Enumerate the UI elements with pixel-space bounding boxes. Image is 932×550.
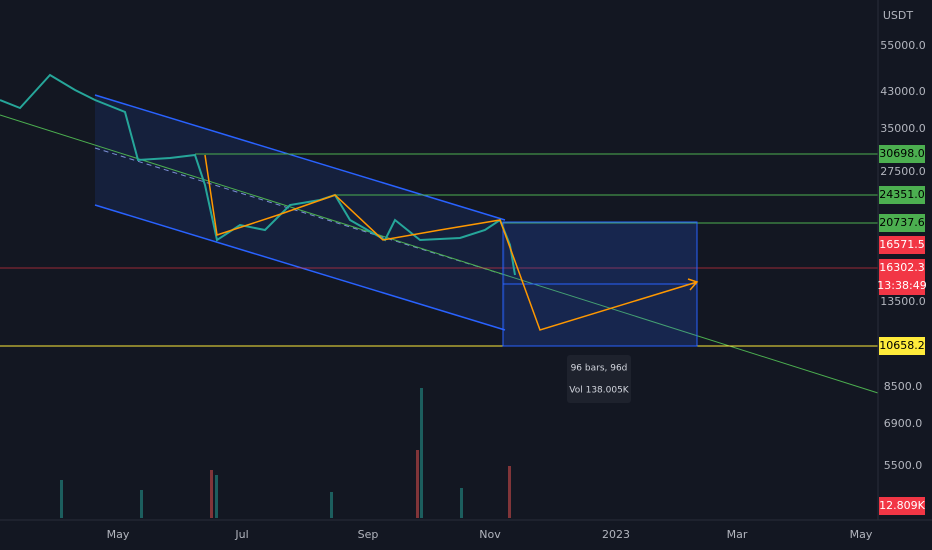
tag-bg xyxy=(879,145,925,163)
tooltip-volume: Vol 138.005K xyxy=(569,386,630,396)
tooltip-range: 96 bars, 96d xyxy=(571,364,628,374)
tag-bg xyxy=(879,214,925,232)
price-path xyxy=(0,73,516,276)
price-label: 35000.0 xyxy=(880,122,926,135)
volume-bar xyxy=(460,488,463,518)
trend-line xyxy=(0,114,879,394)
time-label: Jul xyxy=(234,528,248,541)
volume-bar xyxy=(416,450,419,518)
price-label: 43000.0 xyxy=(880,85,926,98)
time-label: Mar xyxy=(727,528,748,541)
time-label: 2023 xyxy=(602,528,630,541)
currency: USDT xyxy=(883,9,914,22)
price-label: 27500.0 xyxy=(880,165,926,178)
time-label: May xyxy=(107,528,130,541)
price-label: 5500.0 xyxy=(884,459,923,472)
price-tag: 16571.5 xyxy=(879,238,925,251)
tag-bg xyxy=(879,186,925,204)
volume-bar xyxy=(215,475,218,518)
tag-bg xyxy=(879,259,925,295)
volume-bar xyxy=(210,470,213,518)
time-label: Nov xyxy=(479,528,501,541)
time-label: May xyxy=(850,528,873,541)
tag-bg xyxy=(879,497,925,515)
volume-bar xyxy=(508,466,511,518)
tooltip xyxy=(567,355,631,403)
price-label: 8500.0 xyxy=(884,380,923,393)
time-labels: May Jul Sep Nov 2023 Mar May xyxy=(107,528,873,541)
volume-bar xyxy=(60,480,63,518)
level-tag: 30698.0 xyxy=(879,147,925,160)
projection-path xyxy=(204,154,698,331)
channel-upper xyxy=(94,94,506,221)
price-label: 13500.0 xyxy=(880,295,926,308)
level-tag: 24351.0 xyxy=(879,188,925,201)
tag-bg xyxy=(879,236,925,254)
volume-bars xyxy=(60,388,463,518)
level-tag: 20737.6 xyxy=(879,216,925,229)
volume-bar xyxy=(330,492,333,518)
price-label: 55000.0 xyxy=(880,39,926,52)
price-labels: 55000.0 43000.0 35000.0 27500.0 13500.0 8500.… xyxy=(880,39,926,472)
volume-bar xyxy=(140,490,143,518)
tag-bg xyxy=(879,337,925,355)
time-label: Sep xyxy=(358,528,379,541)
volume-bar xyxy=(420,388,423,518)
level-tag: 10658.2 xyxy=(879,339,925,352)
price-label: 6900.0 xyxy=(884,417,923,430)
arrow-head xyxy=(687,278,699,291)
price-tag: 16302.3 xyxy=(879,261,925,274)
volume-bars xyxy=(210,450,511,518)
volume-tag: 12.809K xyxy=(879,499,925,512)
countdown: 13:38:49 xyxy=(877,279,926,292)
